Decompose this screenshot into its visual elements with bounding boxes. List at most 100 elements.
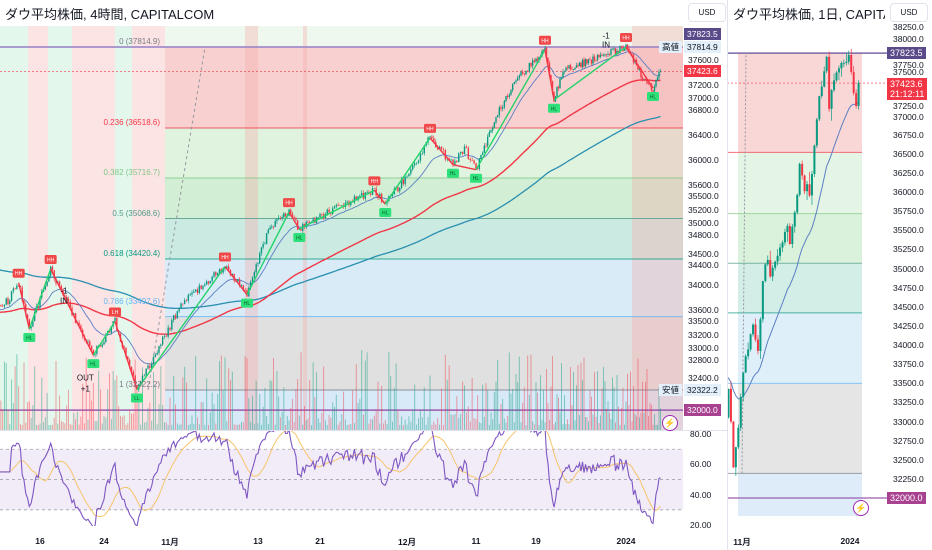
candle[interactable] (436, 147, 439, 150)
candle[interactable] (761, 280, 764, 320)
candle[interactable] (548, 62, 551, 76)
candle[interactable] (67, 298, 70, 302)
candle[interactable] (500, 107, 502, 109)
candle[interactable] (575, 65, 578, 68)
candle[interactable] (818, 96, 821, 120)
candle[interactable] (560, 77, 563, 80)
candle[interactable] (89, 341, 91, 346)
candle[interactable] (110, 326, 113, 333)
candle[interactable] (440, 146, 443, 150)
candle[interactable] (626, 44, 629, 49)
candle[interactable] (469, 158, 471, 161)
candle[interactable] (793, 212, 796, 227)
candle[interactable] (491, 128, 494, 131)
candle[interactable] (463, 146, 466, 154)
candle[interactable] (547, 57, 549, 63)
candle[interactable] (536, 58, 539, 61)
candle[interactable] (583, 59, 585, 67)
candle[interactable] (590, 59, 593, 64)
candle[interactable] (174, 315, 177, 319)
candle[interactable] (262, 244, 264, 248)
candle[interactable] (454, 160, 456, 165)
candle[interactable] (211, 276, 213, 281)
candle[interactable] (160, 344, 162, 347)
candle[interactable] (176, 311, 179, 319)
candle[interactable] (501, 107, 504, 109)
candle[interactable] (569, 65, 572, 70)
candle[interactable] (533, 60, 536, 62)
candle[interactable] (307, 221, 309, 223)
candle[interactable] (551, 80, 554, 93)
candle[interactable] (80, 325, 82, 330)
daily-currency-button[interactable]: USD (890, 3, 928, 22)
candle[interactable] (271, 226, 273, 228)
candle[interactable] (335, 204, 338, 207)
candle[interactable] (756, 339, 759, 351)
candle[interactable] (58, 281, 61, 287)
candle[interactable] (303, 224, 306, 227)
candle[interactable] (815, 119, 818, 146)
candle[interactable] (291, 213, 294, 217)
candle[interactable] (277, 217, 280, 220)
candle[interactable] (370, 193, 372, 195)
candle[interactable] (429, 136, 431, 138)
candle[interactable] (734, 447, 737, 468)
candle[interactable] (589, 59, 591, 61)
candle[interactable] (742, 372, 745, 397)
candle[interactable] (408, 173, 410, 177)
candle[interactable] (132, 371, 135, 376)
candle[interactable] (732, 421, 735, 468)
candle[interactable] (602, 55, 605, 56)
candle[interactable] (419, 153, 422, 161)
candle[interactable] (776, 255, 779, 262)
candle[interactable] (520, 71, 522, 76)
candle[interactable] (205, 281, 208, 285)
candle[interactable] (523, 73, 526, 75)
candle[interactable] (840, 62, 843, 69)
candle[interactable] (580, 62, 582, 68)
candle[interactable] (833, 80, 836, 91)
candle[interactable] (185, 300, 188, 302)
lightning-icon[interactable]: ⚡ (853, 500, 869, 516)
candle[interactable] (503, 101, 506, 108)
swing-marker[interactable]: HH (12, 268, 25, 278)
candle[interactable] (607, 54, 609, 55)
candle[interactable] (226, 266, 228, 269)
candle[interactable] (339, 205, 341, 206)
candle[interactable] (240, 285, 243, 287)
swing-marker[interactable]: HH (283, 198, 295, 208)
swing-marker[interactable]: HL (447, 168, 459, 178)
candle[interactable] (19, 285, 22, 288)
candle[interactable] (483, 145, 486, 153)
candle[interactable] (187, 295, 190, 301)
candle[interactable] (415, 162, 418, 164)
candle[interactable] (505, 95, 507, 102)
candle[interactable] (565, 67, 567, 72)
candle[interactable] (215, 272, 217, 276)
candle[interactable] (725, 417, 728, 424)
candle[interactable] (525, 71, 527, 75)
candle[interactable] (433, 138, 435, 142)
candle[interactable] (556, 87, 558, 97)
candle[interactable] (640, 68, 642, 78)
candle[interactable] (857, 83, 860, 107)
candle[interactable] (21, 287, 23, 301)
candle[interactable] (613, 48, 615, 50)
candle[interactable] (269, 227, 271, 230)
candle[interactable] (7, 298, 9, 304)
candle[interactable] (835, 72, 838, 81)
candle[interactable] (260, 247, 263, 254)
candle[interactable] (581, 59, 584, 68)
candle[interactable] (855, 93, 858, 107)
candle[interactable] (101, 344, 103, 347)
candle[interactable] (105, 334, 107, 342)
candle[interactable] (298, 229, 301, 230)
candle[interactable] (224, 268, 226, 270)
candle[interactable] (510, 90, 512, 95)
candle[interactable] (308, 222, 311, 223)
candle[interactable] (65, 296, 68, 299)
candle[interactable] (643, 79, 645, 80)
candle[interactable] (641, 77, 644, 80)
candle[interactable] (406, 176, 408, 178)
